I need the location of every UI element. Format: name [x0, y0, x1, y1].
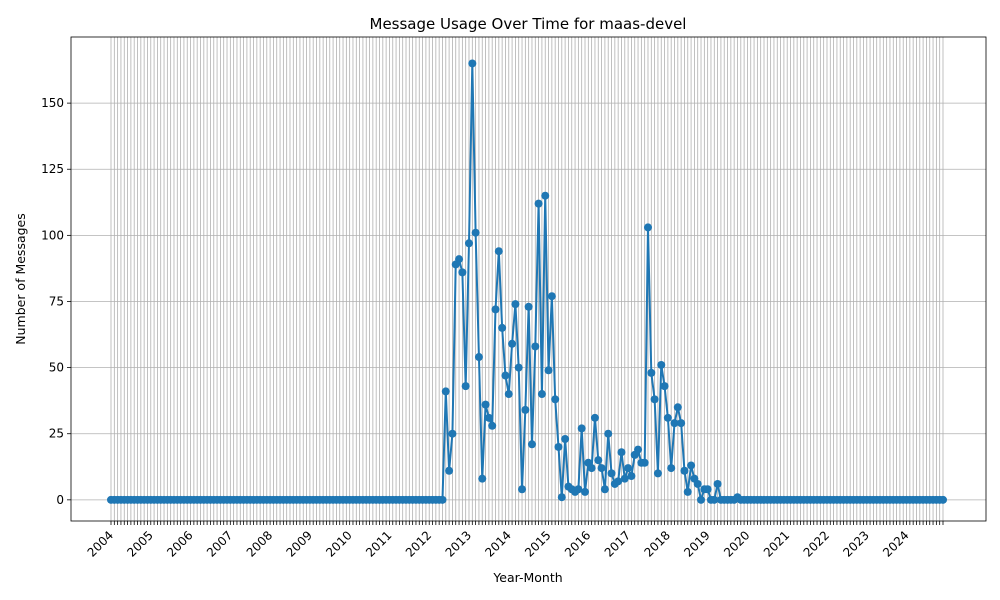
- data-point: [511, 300, 520, 309]
- data-point: [488, 421, 497, 430]
- data-point: [581, 487, 590, 496]
- data-point: [657, 360, 666, 369]
- y-tick-label: 50: [49, 361, 64, 375]
- data-point: [574, 485, 583, 494]
- data-point: [521, 405, 530, 414]
- data-point: [547, 292, 556, 301]
- data-point: [713, 479, 722, 488]
- data-point: [561, 435, 570, 444]
- data-point: [508, 339, 517, 348]
- data-point: [484, 413, 493, 422]
- data-point: [590, 413, 599, 422]
- data-point: [624, 464, 633, 473]
- data-point: [527, 440, 536, 449]
- data-point: [501, 371, 510, 380]
- data-point: [614, 477, 623, 486]
- data-point: [494, 247, 503, 256]
- data-point: [667, 464, 676, 473]
- y-tick-label: 100: [41, 228, 64, 242]
- data-point: [677, 419, 686, 428]
- chart-title: Message Usage Over Time for maas-devel: [370, 15, 687, 33]
- data-point: [673, 403, 682, 412]
- data-point: [445, 466, 454, 475]
- y-tick-label: 25: [49, 427, 64, 441]
- data-point: [524, 302, 533, 311]
- data-point: [534, 199, 543, 208]
- data-point: [647, 368, 656, 377]
- data-point: [670, 419, 679, 428]
- data-point: [448, 429, 457, 438]
- data-point: [474, 353, 483, 362]
- y-tick-label: 0: [56, 493, 64, 507]
- y-tick-label: 125: [41, 162, 64, 176]
- x-axis-label: Year-Month: [492, 570, 562, 585]
- data-point: [458, 268, 467, 277]
- data-point: [607, 469, 616, 478]
- data-point: [683, 487, 692, 496]
- data-point: [557, 493, 566, 502]
- data-point: [597, 464, 606, 473]
- data-point: [653, 469, 662, 478]
- data-point: [514, 363, 523, 372]
- data-point: [697, 495, 706, 504]
- data-point: [703, 485, 712, 494]
- data-point: [551, 395, 560, 404]
- data-point: [594, 456, 603, 465]
- data-point: [680, 466, 689, 475]
- data-point: [650, 395, 659, 404]
- data-point: [693, 479, 702, 488]
- y-tick-label: 75: [49, 294, 64, 308]
- data-point: [438, 495, 447, 504]
- data-point: [471, 228, 480, 237]
- data-point: [640, 458, 649, 467]
- data-point: [537, 390, 546, 399]
- data-point: [441, 387, 450, 396]
- data-point: [627, 472, 636, 481]
- data-point: [663, 413, 672, 422]
- series-line-group: [107, 59, 947, 504]
- data-point: [531, 342, 540, 351]
- data-point: [491, 305, 500, 314]
- y-axis-label: Number of Messages: [13, 213, 28, 345]
- data-point: [710, 495, 719, 504]
- data-point: [504, 390, 513, 399]
- data-point: [634, 445, 643, 454]
- data-point: [600, 485, 609, 494]
- data-point: [687, 461, 696, 470]
- data-point: [481, 400, 490, 409]
- data-point: [554, 442, 563, 451]
- data-point: [587, 464, 596, 473]
- data-point: [544, 366, 553, 375]
- data-point: [577, 424, 586, 433]
- data-point: [604, 429, 613, 438]
- data-point: [461, 382, 470, 391]
- data-point: [455, 255, 464, 264]
- data-point: [541, 191, 550, 200]
- y-axis-ticks: 0 25 50 75 100 125 150: [41, 96, 71, 507]
- grid: [71, 37, 986, 521]
- data-point: [939, 495, 947, 504]
- data-point: [464, 239, 473, 248]
- data-point: [498, 323, 507, 332]
- y-tick-label: 150: [41, 96, 64, 110]
- data-point: [468, 59, 477, 68]
- data-point: [643, 223, 652, 232]
- data-point: [660, 382, 669, 391]
- data-point: [617, 448, 626, 457]
- data-point: [518, 485, 527, 494]
- data-point: [620, 474, 629, 483]
- data-point: [478, 474, 487, 483]
